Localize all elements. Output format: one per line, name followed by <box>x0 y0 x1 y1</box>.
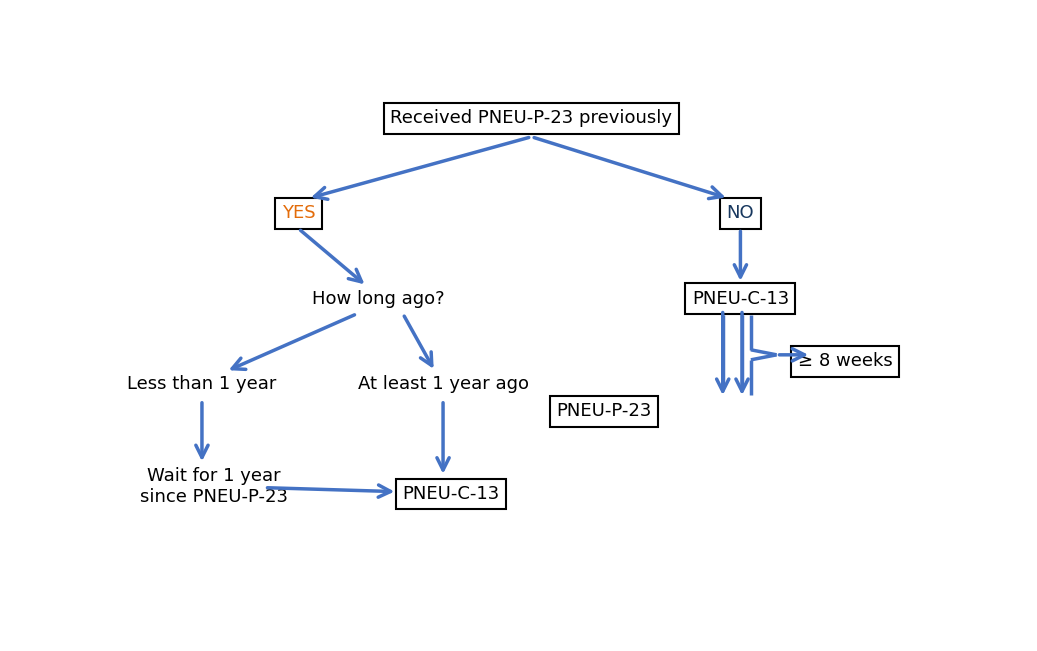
Text: YES: YES <box>282 204 315 223</box>
Text: Less than 1 year: Less than 1 year <box>128 375 277 393</box>
Text: PNEU-C-13: PNEU-C-13 <box>692 290 789 308</box>
Text: PNEU-C-13: PNEU-C-13 <box>402 485 500 503</box>
Text: Wait for 1 year
since PNEU-P-23: Wait for 1 year since PNEU-P-23 <box>140 467 288 506</box>
Text: PNEU-P-23: PNEU-P-23 <box>556 402 651 421</box>
Text: At least 1 year ago: At least 1 year ago <box>358 375 529 393</box>
Text: ≥ 8 weeks: ≥ 8 weeks <box>797 352 892 370</box>
Text: How long ago?: How long ago? <box>312 290 445 308</box>
Text: Received PNEU-P-23 previously: Received PNEU-P-23 previously <box>391 109 672 127</box>
Text: NO: NO <box>727 204 754 223</box>
